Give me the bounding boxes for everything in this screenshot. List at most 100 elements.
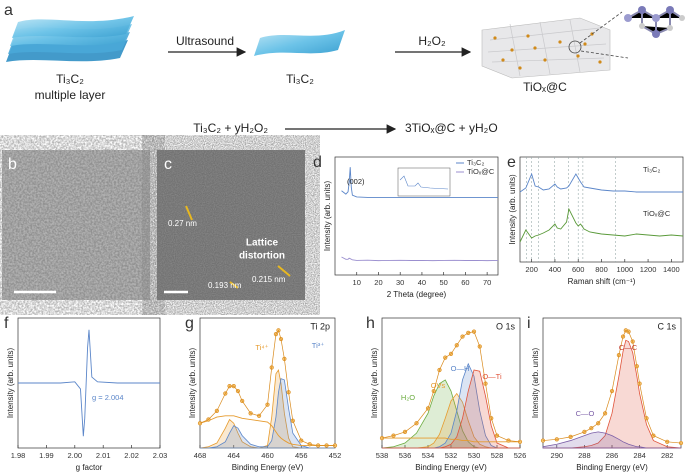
fit-envelope — [199, 329, 335, 446]
annotation: C—C — [619, 343, 638, 352]
panel-label: h — [366, 315, 375, 332]
x-tick-label: 1.99 — [39, 451, 54, 460]
x-tick-label: 290 — [551, 451, 564, 460]
x-axis-label: Binding Energy (eV) — [415, 463, 487, 472]
annotation: g = 2.004 — [92, 393, 124, 402]
y-axis-label: Intensity (arb. units) — [508, 174, 517, 245]
fit-envelope — [542, 329, 682, 444]
plot-frame — [334, 156, 499, 276]
series-line — [199, 415, 335, 446]
arrow-label: H₂O₂ — [418, 34, 446, 48]
panel-label: i — [527, 315, 531, 332]
y-axis-label: Intensity (arb. units) — [370, 348, 379, 419]
stacked-sheets — [6, 16, 134, 62]
plot-frame — [199, 317, 336, 449]
x-axis-label: Binding Energy (eV) — [576, 463, 648, 472]
panel-label: f — [4, 315, 9, 332]
y-axis-label: Intensity (arb. units) — [323, 181, 332, 252]
panel-label: g — [185, 315, 194, 332]
tiox-network — [481, 11, 629, 79]
lattice-annotation: distortion — [239, 251, 285, 262]
component-peak — [542, 431, 681, 449]
component-peak — [199, 368, 335, 449]
x-tick-label: 2.03 — [153, 451, 168, 460]
stage-label: Ti₃C₂ — [56, 72, 84, 86]
stage-label: TiOₓ@C — [523, 80, 567, 94]
x-tick-label: 1000 — [616, 265, 633, 274]
x-tick-label: 284 — [633, 451, 646, 460]
x-tick-label: 468 — [194, 451, 207, 460]
x-tick-label: 2.00 — [67, 451, 82, 460]
x-axis-label: Raman shift (cm⁻¹) — [568, 277, 636, 286]
x-tick-label: 452 — [329, 451, 342, 460]
component-peak — [543, 339, 682, 449]
annotation: Ti³⁺ — [312, 341, 324, 350]
x-tick-label: 464 — [227, 451, 240, 460]
x-tick-label: 534 — [422, 451, 435, 460]
x-tick-label: 288 — [578, 451, 591, 460]
x-tick-label: 400 — [549, 265, 562, 274]
series-line — [519, 207, 684, 243]
arrow-label: Ultrasound — [176, 34, 234, 48]
x-tick-label: 538 — [376, 451, 389, 460]
fit-envelope — [381, 331, 521, 443]
x-tick-label: 30 — [396, 278, 404, 287]
x-tick-label: 282 — [661, 451, 674, 460]
annotation: O—Ti — [482, 372, 502, 381]
panel-label: b — [8, 156, 17, 173]
panel-label: d — [313, 154, 322, 171]
x-axis-label: g factor — [76, 463, 103, 472]
annotation: OVs — [431, 381, 446, 390]
x-tick-label: 2.01 — [96, 451, 111, 460]
x-tick-label: 460 — [261, 451, 274, 460]
x-tick-label: 200 — [525, 265, 538, 274]
component-peak — [382, 369, 520, 449]
lattice-annotation: 0.215 nm — [252, 275, 286, 284]
series-line — [18, 329, 160, 437]
molecule — [624, 6, 685, 38]
x-tick-label: 536 — [399, 451, 412, 460]
series-label: TiOₓ@C — [643, 209, 671, 218]
series-line — [341, 256, 499, 262]
series-label: Ti₃C₂ — [643, 165, 660, 174]
x-axis-label: Binding Energy (eV) — [232, 463, 304, 472]
equation: 3TiOₓ@C + yH₂O — [405, 121, 498, 135]
x-tick-label: 60 — [461, 278, 469, 287]
annotation: Ti⁴⁺ — [255, 343, 268, 352]
annotation: C—O — [576, 409, 595, 418]
x-tick-label: 526 — [514, 451, 527, 460]
equation: Ti₃C₂ + yH₂O₂ — [193, 121, 268, 135]
panel-label: e — [507, 154, 516, 171]
x-tick-label: 456 — [295, 451, 308, 460]
legend-label: TiOₓ@C — [467, 167, 495, 176]
lattice-annotation: Lattice — [246, 238, 279, 249]
lattice-annotation: 0.193 nm — [208, 281, 242, 290]
x-tick-label: 286 — [606, 451, 619, 460]
x-tick-label: 1400 — [663, 265, 680, 274]
tem-texture — [2, 150, 150, 300]
series-line — [519, 172, 683, 193]
x-tick-label: 600 — [572, 265, 585, 274]
panel-label: c — [164, 156, 172, 173]
annotation: (002) — [347, 177, 365, 186]
y-axis-label: Intensity (arb. units) — [188, 348, 197, 419]
series-line — [382, 437, 520, 443]
annotation: O—H — [451, 364, 470, 373]
annotation: H₂O — [401, 393, 415, 402]
lattice-markers — [185, 205, 291, 289]
stage-note: multiple layer — [35, 88, 106, 102]
x-tick-label: 800 — [595, 265, 608, 274]
x-tick-label: 40 — [418, 278, 426, 287]
x-tick-label: 70 — [483, 278, 491, 287]
x-tick-label: 50 — [439, 278, 447, 287]
x-tick-label: 1.98 — [11, 451, 26, 460]
x-tick-label: 530 — [468, 451, 481, 460]
legend-label: Ti₃C₂ — [467, 158, 484, 167]
panel-title: C 1s — [657, 321, 676, 331]
x-tick-label: 2.02 — [124, 451, 139, 460]
x-axis-label: 2 Theta (degree) — [387, 290, 447, 299]
x-tick-label: 20 — [374, 278, 382, 287]
y-axis-label: Intensity (arb. units) — [6, 348, 15, 419]
single-sheet — [254, 30, 345, 56]
